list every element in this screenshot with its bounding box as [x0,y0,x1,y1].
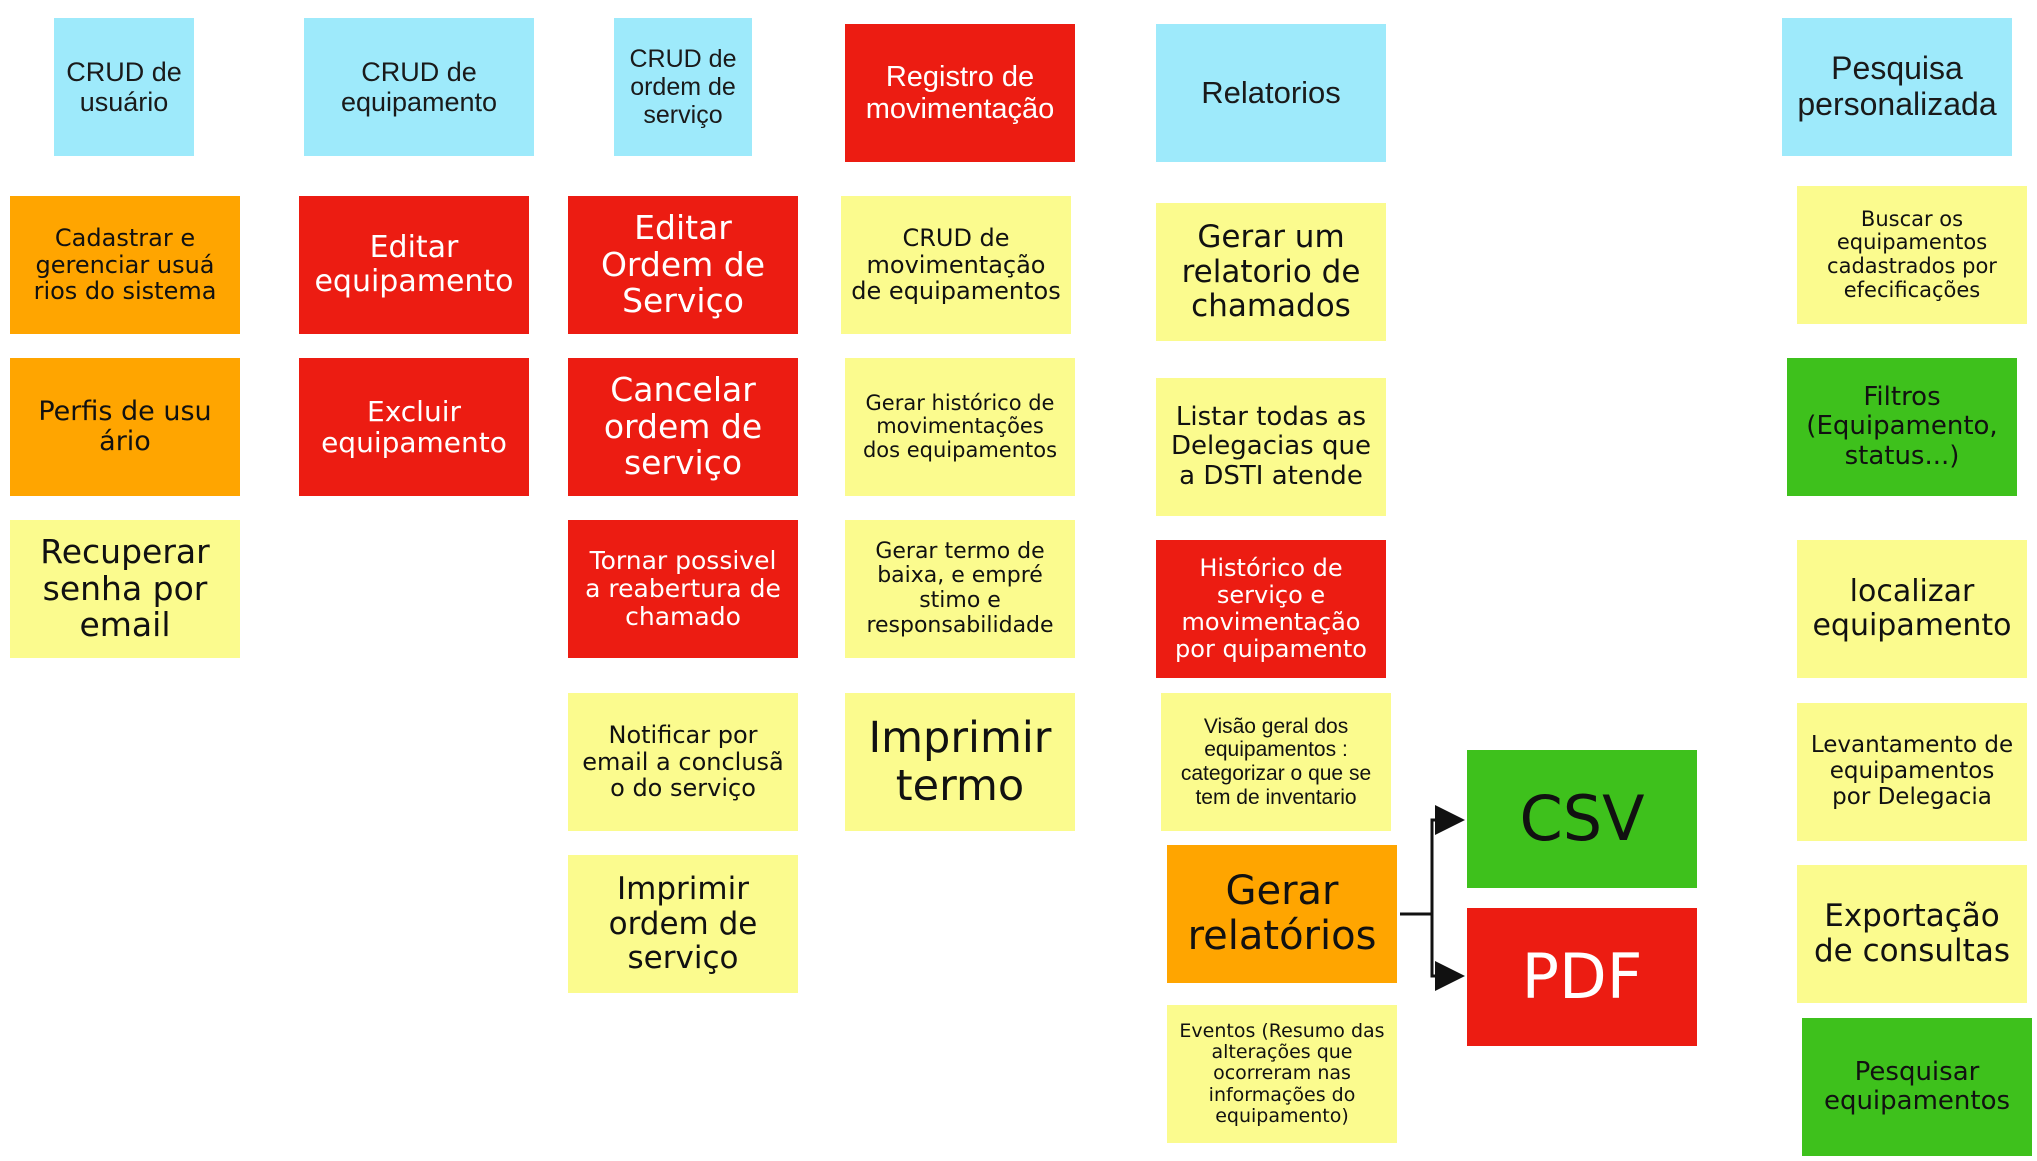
note-imprimir-ordem: Imprimir ordem de serviço [568,855,798,993]
note-historico-servico: Histórico de serviço e movimentação por … [1156,540,1386,678]
arrow-to-pdf [1400,912,1465,991]
note-eventos: Eventos (Resumo das alterações que ocorr… [1167,1005,1397,1143]
note-buscar-equipamentos: Buscar os equipamentos cadastrados por e… [1797,186,2027,324]
note-editar-equipamento: Editar equipamento [299,196,529,334]
header-crud-equipamento: CRUD de equipamento [304,18,534,156]
note-visao-geral: Visão geral dos equipamentos : categoriz… [1161,693,1391,831]
note-cancelar-ordem: Cancelar ordem de serviço [568,358,798,496]
header-crud-ordem: CRUD de ordem de serviço [614,18,752,156]
note-recuperar-senha: Recuperar senha por email [10,520,240,658]
note-notificar-email: Notificar por email a conclusã o do serv… [568,693,798,831]
note-levantamento-delegacia: Levantamento de equipamentos por Delegac… [1797,703,2027,841]
note-pesquisar-equipamentos: Pesquisar equipamentos [1802,1018,2032,1156]
header-crud-usuario: CRUD de usuário [54,18,194,156]
note-localizar-equipamento: localizar equipamento [1797,540,2027,678]
note-gerar-relatorios: Gerar relatórios [1167,845,1397,983]
note-relatorio-chamados: Gerar um relatorio de chamados [1156,203,1386,341]
header-registro-movimentacao: Registro de movimentação [845,24,1075,162]
note-historico-movimentacoes: Gerar histórico de movimentações dos equ… [845,358,1075,496]
note-termo-baixa: Gerar termo de baixa, e empré stimo e re… [845,520,1075,658]
note-perfis-usuario: Perfis de usu ário [10,358,240,496]
arrow-to-csv [1400,805,1465,916]
note-listar-delegacias: Listar todas as Delegacias que a DSTI at… [1156,378,1386,516]
note-exportacao-consultas: Exportação de consultas [1797,865,2027,1003]
header-relatorios: Relatorios [1156,24,1386,162]
note-pdf: PDF [1467,908,1697,1046]
header-pesquisa-personalizada: Pesquisa personalizada [1782,18,2012,156]
note-imprimir-termo: Imprimir termo [845,693,1075,831]
note-crud-movimentacao: CRUD de movimentação de equipamentos [841,196,1071,334]
note-editar-ordem: Editar Ordem de Serviço [568,196,798,334]
note-excluir-equipamento: Excluir equipamento [299,358,529,496]
note-csv: CSV [1467,750,1697,888]
note-reabertura-chamado: Tornar possivel a reabertura de chamado [568,520,798,658]
note-cadastrar-usuarios: Cadastrar e gerenciar usuá rios do siste… [10,196,240,334]
note-filtros: Filtros (Equipamento, status...) [1787,358,2017,496]
